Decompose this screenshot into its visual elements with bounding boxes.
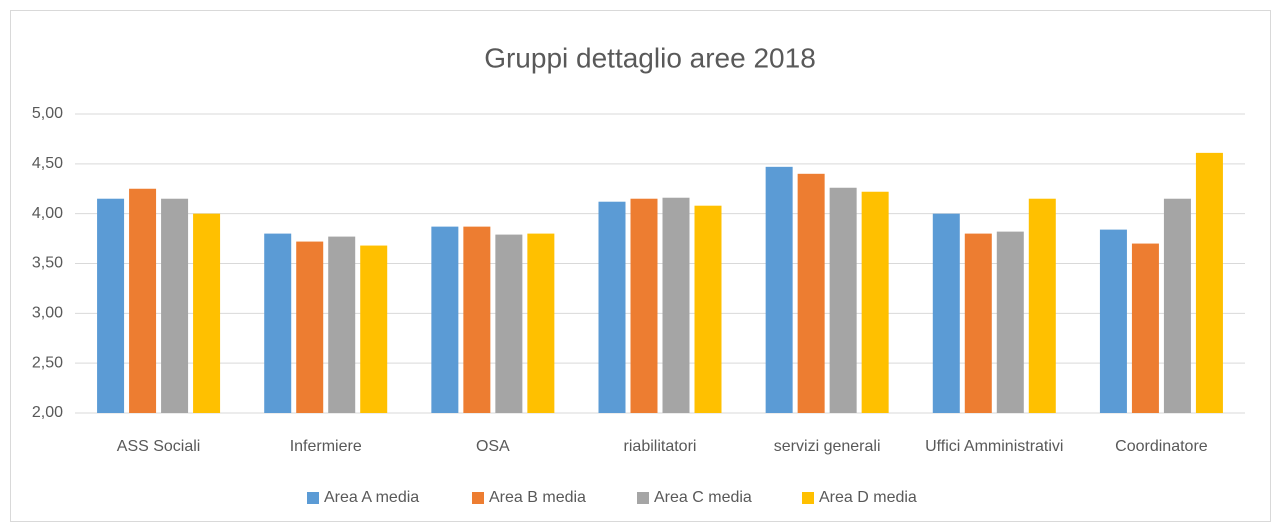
x-tick-label: ASS Sociali	[116, 438, 201, 455]
bar	[495, 234, 523, 413]
x-tick-label: Uffici Amministrativi	[925, 438, 1064, 455]
bar	[1028, 198, 1056, 413]
legend-label: Area C media	[654, 489, 752, 506]
bar	[861, 191, 889, 413]
bar	[527, 233, 555, 413]
bar	[797, 173, 825, 413]
y-tick-label: 4,00	[32, 205, 63, 222]
x-tick-label: Coordinatore	[1115, 438, 1208, 455]
bar	[964, 233, 992, 413]
bar	[1163, 198, 1191, 413]
bar	[97, 198, 125, 413]
legend-swatch	[307, 492, 319, 504]
bar	[328, 236, 356, 413]
bar	[193, 213, 221, 413]
bar	[694, 205, 722, 413]
y-tick-label: 5,00	[32, 105, 63, 122]
legend-label: Area D media	[819, 489, 917, 506]
bar	[932, 213, 960, 413]
bar	[630, 198, 658, 413]
legend-label: Area A media	[324, 489, 419, 506]
bar	[296, 241, 324, 413]
y-tick-label: 4,50	[32, 155, 63, 172]
bar	[996, 231, 1024, 413]
x-tick-label: servizi generali	[773, 438, 881, 455]
chart-title: Gruppi dettaglio aree 2018	[484, 42, 816, 73]
legend-swatch	[637, 492, 649, 504]
x-tick-label: OSA	[475, 438, 510, 455]
y-tick-label: 3,00	[32, 305, 63, 322]
bar	[129, 188, 157, 413]
bar	[598, 201, 626, 413]
bar	[829, 187, 857, 413]
bar	[360, 245, 388, 413]
legend-swatch	[802, 492, 814, 504]
bar	[431, 226, 459, 413]
bar	[161, 198, 189, 413]
bar	[1195, 152, 1223, 413]
bar	[662, 197, 690, 413]
x-tick-label: riabilitatori	[623, 438, 697, 455]
bar	[264, 233, 292, 413]
y-tick-label: 3,50	[32, 255, 63, 272]
legend-label: Area B media	[489, 489, 586, 506]
bar	[463, 226, 491, 413]
bar	[1131, 243, 1159, 413]
y-tick-label: 2,00	[32, 404, 63, 421]
y-tick-label: 2,50	[32, 354, 63, 371]
legend-swatch	[472, 492, 484, 504]
x-tick-label: Infermiere	[289, 438, 362, 455]
bar	[1099, 229, 1127, 413]
bar	[765, 166, 793, 413]
